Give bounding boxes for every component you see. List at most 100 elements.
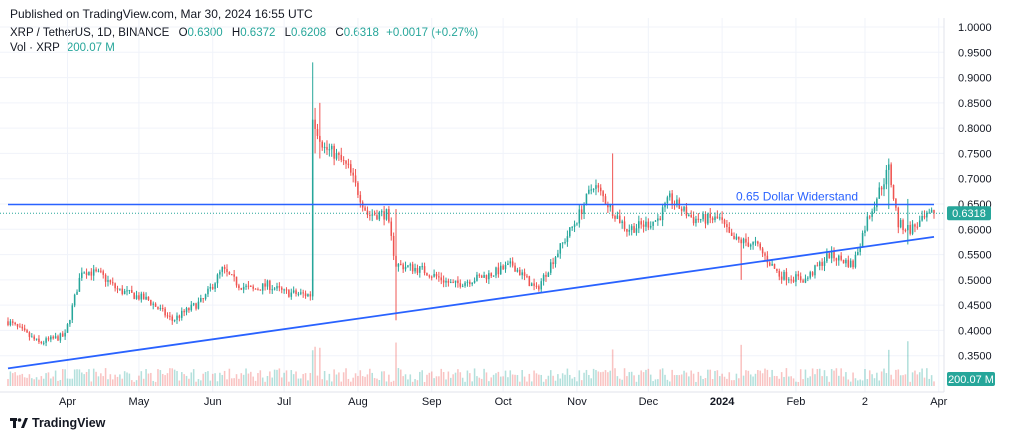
candle-body [150, 300, 152, 305]
time-axis[interactable]: Apr May Jun Jul Aug Sep Oct Nov Dec 2024 Feb 2 Apr [59, 396, 948, 408]
volume-key: Vol · XRP [10, 42, 60, 54]
price-axis[interactable]: 1.0000 0.9500 0.9000 0.8500 0.8000 0.7500 0.70… [958, 22, 992, 363]
volume-bar [914, 370, 916, 386]
volume-bar [126, 372, 128, 386]
candle-body [647, 221, 650, 228]
volume-bar [371, 372, 373, 386]
volume-bar [238, 378, 240, 386]
volume-bar [628, 372, 631, 386]
price-tick-label: 0.3500 [958, 351, 992, 363]
candle-body [926, 212, 928, 218]
candle-body [885, 169, 888, 185]
candle-body [604, 196, 607, 205]
candle-body [476, 274, 478, 281]
candle-body [78, 277, 81, 292]
candle-body [754, 241, 757, 243]
candle-body [707, 213, 709, 224]
volume-bar [264, 381, 266, 386]
candle-body [347, 163, 350, 165]
candle-body [902, 220, 904, 231]
volume-bar [599, 372, 602, 386]
brand-name: TradingView [32, 416, 106, 430]
candle-body [338, 153, 340, 155]
candle-body [478, 274, 481, 276]
candle-body [402, 264, 404, 270]
candle-body [918, 220, 921, 227]
candle-body [121, 288, 124, 295]
volume-bar [307, 380, 309, 386]
volume-bar [723, 376, 726, 386]
candle-body [73, 294, 76, 306]
volume-bar [283, 372, 285, 386]
candle-body [292, 290, 295, 293]
candle-body [11, 321, 14, 323]
volume-bar [845, 372, 847, 386]
volume-bar [807, 377, 809, 386]
volume-bar [340, 381, 343, 386]
candle-body [52, 336, 55, 339]
volume-bar [659, 369, 662, 386]
volume-bar [609, 370, 612, 386]
candle-body [876, 198, 878, 208]
candle-body [485, 275, 488, 280]
candle-body [378, 212, 381, 220]
volume-bar [290, 370, 293, 386]
volume-bar [171, 368, 174, 386]
candle-body [35, 338, 38, 340]
volume-bar [680, 374, 683, 386]
volume-bar [21, 373, 24, 386]
candle-body [788, 279, 790, 281]
trend-line[interactable] [7, 235, 935, 370]
price-tick-label: 0.7500 [958, 148, 992, 160]
candle-body [666, 197, 669, 204]
candle-body [100, 270, 102, 272]
candle-body [840, 255, 842, 260]
volume-bar [657, 379, 659, 386]
volume-bar [223, 370, 226, 386]
tradingview-brand[interactable]: TradingView [10, 416, 105, 431]
published-caption: Published on TradingView.com, Mar 30, 20… [10, 7, 313, 21]
ohlc-legend[interactable]: XRP / TetherUS, 1D, BINANCE O0.6300 H0.6… [10, 27, 478, 39]
candle-body [857, 252, 859, 255]
volume-bar [204, 371, 207, 386]
candle-body [414, 267, 416, 272]
candle-body [259, 289, 262, 291]
price-tick-label: 0.8500 [958, 98, 992, 110]
volume-bar [423, 381, 426, 386]
volume-bar [883, 368, 885, 386]
candle-body [447, 280, 450, 283]
volume-bar [607, 372, 609, 386]
volume-bar [764, 368, 766, 386]
volume-bar [373, 377, 376, 386]
volume-bar [357, 375, 359, 386]
candle-body [511, 261, 514, 266]
time-tick-label: 2024 [710, 396, 735, 408]
volume-bar [569, 374, 571, 386]
candle-body [823, 261, 826, 266]
volume-bar [802, 379, 804, 386]
candle-body [826, 253, 828, 262]
volume-bar [261, 377, 264, 386]
volume-bar [918, 372, 921, 386]
candle-body [659, 218, 662, 221]
candle-body [211, 286, 214, 289]
candle-body [164, 308, 166, 316]
volume-bar [342, 372, 345, 386]
volume-bar [847, 379, 850, 386]
volume-bar [745, 370, 747, 386]
volume-bar [214, 373, 216, 386]
volume-legend[interactable]: Vol · XRP 200.07 M [10, 42, 115, 54]
candle-body [847, 259, 850, 267]
volume-bar [866, 379, 869, 386]
volume-bar [483, 368, 485, 386]
volume-bar [9, 371, 12, 386]
volume-bar [676, 375, 678, 386]
volume-bar [304, 373, 307, 386]
candle-body [76, 291, 78, 295]
candle-body [671, 193, 673, 205]
volume-bar [409, 374, 412, 386]
volume-bar [400, 369, 402, 386]
volume-bar [826, 376, 828, 386]
candle-body [873, 207, 876, 212]
